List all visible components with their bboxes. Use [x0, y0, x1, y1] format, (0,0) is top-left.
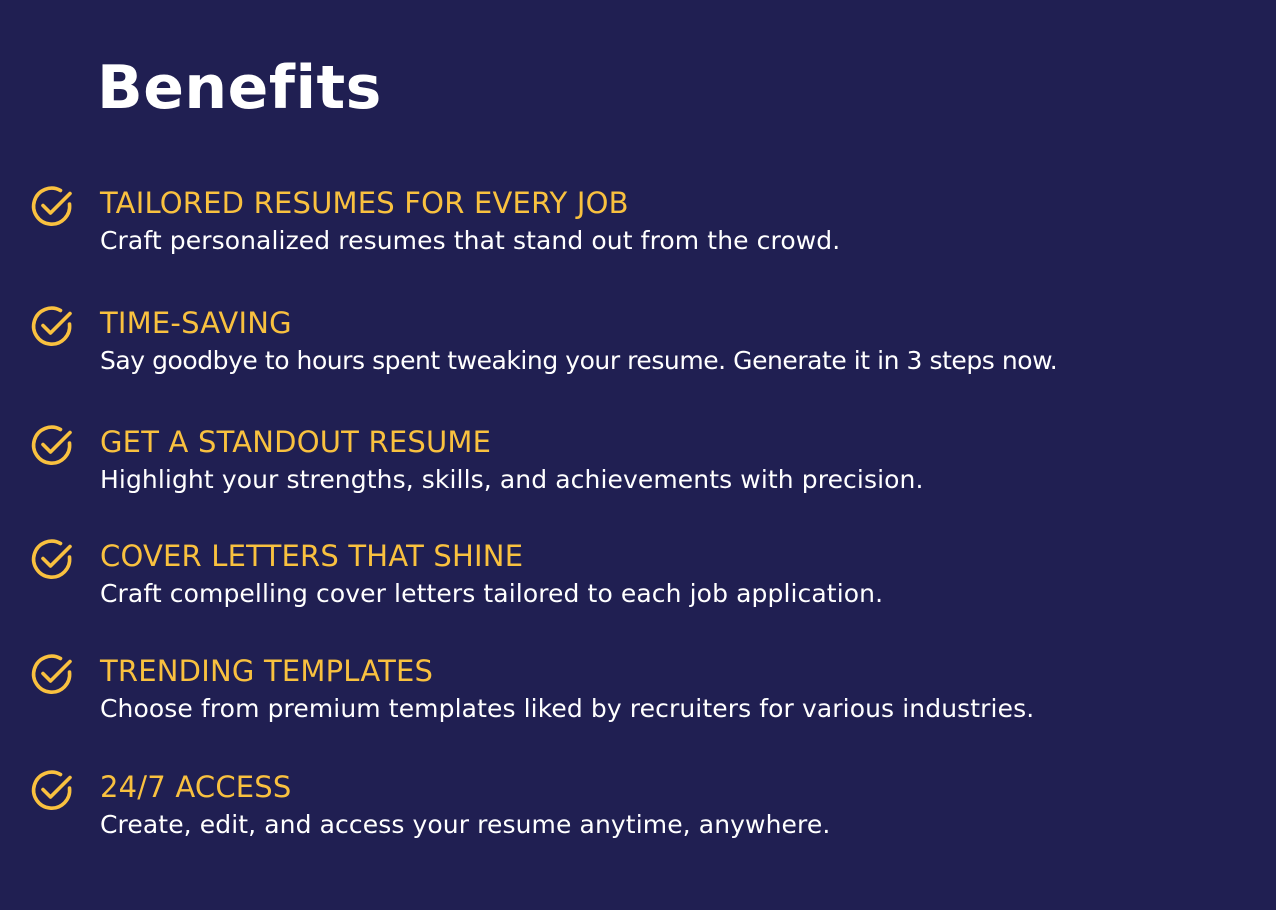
check-circle-icon [29, 423, 75, 469]
benefit-item: TAILORED RESUMES FOR EVERY JOB Craft per… [0, 184, 1276, 284]
benefit-description: Say goodbye to hours spent tweaking your… [100, 346, 1058, 375]
benefit-description: Craft compelling cover letters tailored … [100, 579, 884, 608]
check-circle-icon [29, 304, 75, 350]
benefit-heading: COVER LETTERS THAT SHINE [100, 539, 524, 573]
check-circle-icon [29, 768, 75, 814]
benefit-heading: TIME-SAVING [100, 306, 292, 340]
check-circle-icon [29, 184, 75, 230]
benefit-item: TRENDING TEMPLATES Choose from premium t… [0, 652, 1276, 752]
benefit-item: GET A STANDOUT RESUME Highlight your str… [0, 423, 1276, 523]
benefit-item: 24/7 ACCESS Create, edit, and access you… [0, 768, 1276, 868]
benefit-description: Choose from premium templates liked by r… [100, 694, 1035, 723]
benefit-item: TIME-SAVING Say goodbye to hours spent t… [0, 304, 1276, 404]
benefit-description: Create, edit, and access your resume any… [100, 810, 831, 839]
benefit-heading: TRENDING TEMPLATES [100, 654, 434, 688]
check-circle-icon [29, 537, 75, 583]
check-circle-icon [29, 652, 75, 698]
benefit-heading: GET A STANDOUT RESUME [100, 425, 492, 459]
benefit-item: COVER LETTERS THAT SHINE Craft compellin… [0, 537, 1276, 637]
benefit-description: Highlight your strengths, skills, and ac… [100, 465, 924, 494]
page-title: Benefits [97, 53, 382, 123]
benefit-description: Craft personalized resumes that stand ou… [100, 226, 841, 255]
benefit-heading: TAILORED RESUMES FOR EVERY JOB [100, 186, 629, 220]
benefit-heading: 24/7 ACCESS [100, 770, 292, 804]
